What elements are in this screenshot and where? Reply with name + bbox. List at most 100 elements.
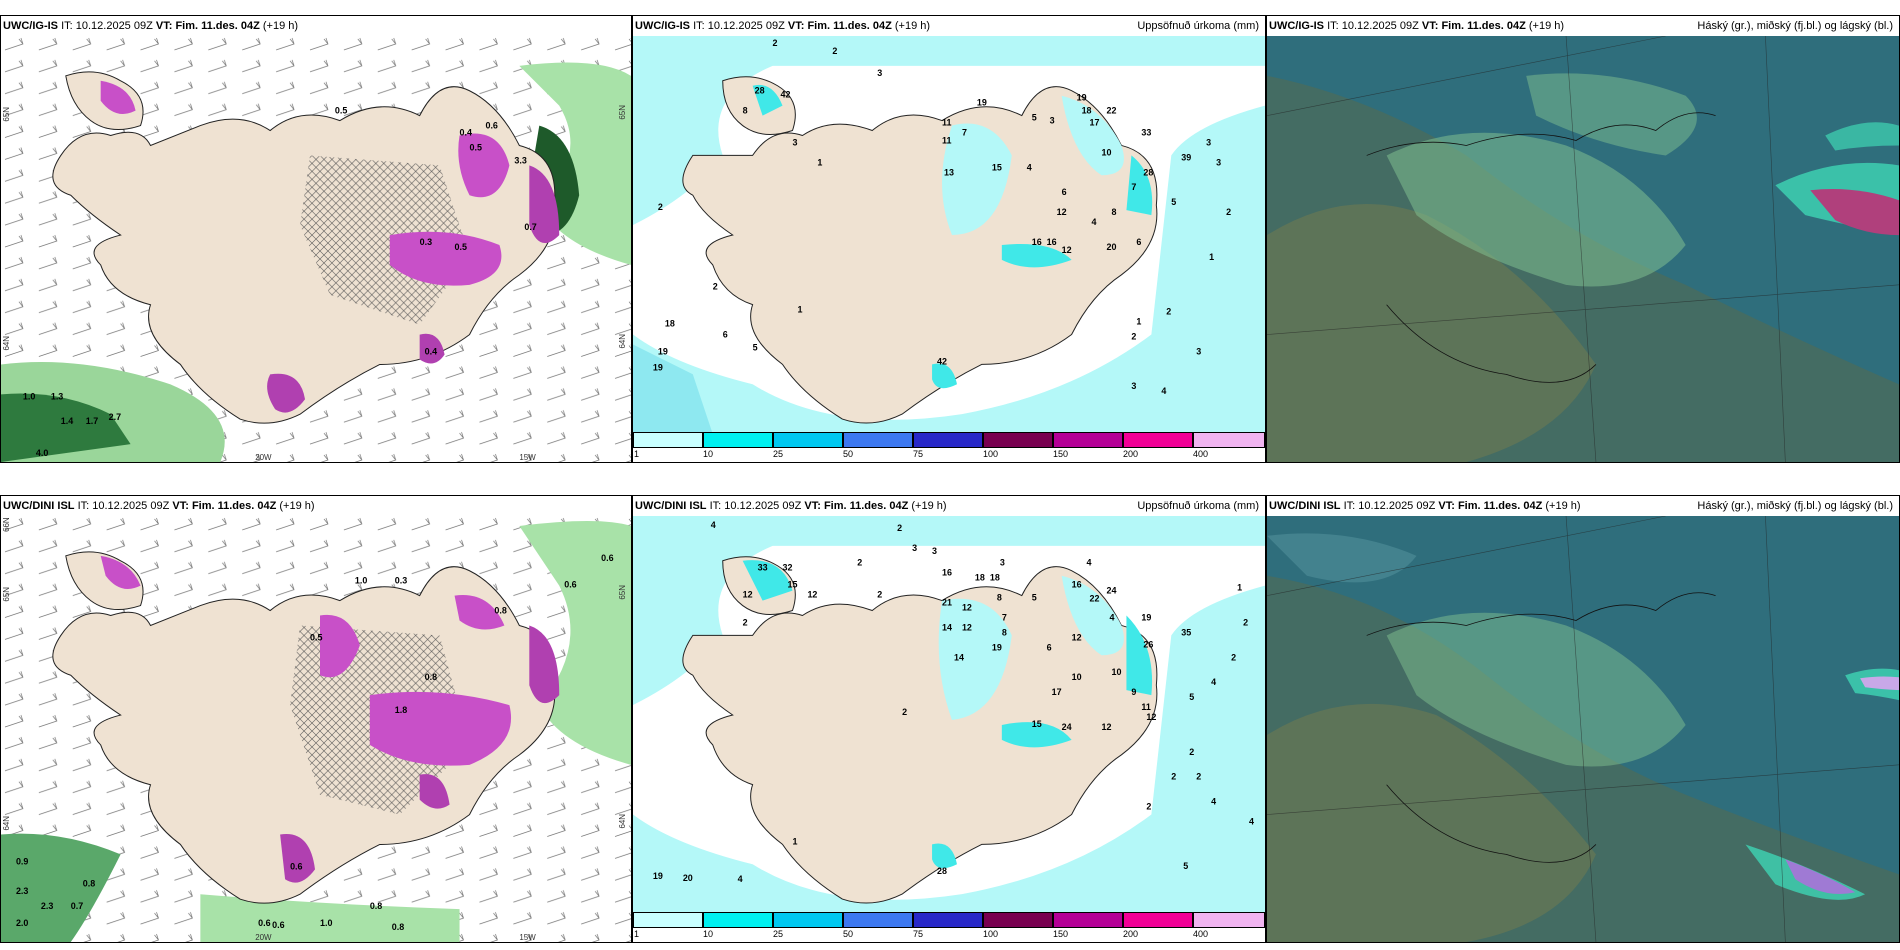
wind-value-label: 0.9: [16, 856, 28, 866]
vt-value: Fim. 11.des. 04Z: [175, 20, 260, 32]
precip-label: 18: [665, 319, 675, 329]
wind-value-label: 2.7: [109, 412, 121, 422]
wind-value-label: 0.5: [470, 142, 482, 152]
precip-label: 12: [962, 603, 972, 613]
model-name: UWC/DINI ISL: [3, 500, 75, 512]
wind-value-label: 0.6: [564, 580, 576, 590]
precip-map-svg: 2 2 3 28 42 8 3 1 11 7 11 19 5 3 19 18 1…: [633, 36, 1265, 434]
precip-label: 6: [1047, 642, 1052, 652]
model-name: UWC/IG-IS: [1269, 20, 1324, 32]
cloud-title: Háský (gr.), miðský (fj.bl.) og lágský (…: [1697, 20, 1893, 32]
vt-value: Fim. 11.des. 04Z: [191, 500, 277, 512]
precip-label: 7: [962, 128, 967, 138]
precip-label: 20: [1107, 242, 1117, 252]
precip-label: 42: [937, 356, 947, 366]
axis-label: 20W: [255, 933, 272, 942]
precip-label: 4: [1027, 162, 1032, 172]
axis-label: 65N: [618, 585, 627, 600]
wind-value-label: 0.8: [370, 901, 382, 911]
it-label: IT:: [709, 500, 722, 512]
colorbar-swatch: [1053, 432, 1123, 448]
precip-label: 3: [792, 137, 797, 147]
precip-label: 8: [1002, 627, 1007, 637]
colorbar-swatch: [633, 912, 703, 928]
precip-label: 16: [1072, 580, 1082, 590]
precip-label: 28: [755, 86, 765, 96]
precip-label: 2: [897, 523, 902, 533]
precip-label: 20: [683, 873, 693, 883]
precip-label: 12: [1062, 245, 1072, 255]
it-label: IT:: [1343, 500, 1356, 512]
colorbar-tick: 25: [773, 929, 784, 939]
precip-label: 2: [1243, 617, 1248, 627]
wind-value-label: 0.4: [425, 347, 437, 357]
vt-label: VT:: [1421, 20, 1439, 32]
wind-value-label: 1.0: [320, 918, 332, 928]
wind-value-label: 4.0: [36, 448, 48, 458]
precip-colorbar: 1 10 25 50 75 100 150 200 400: [633, 912, 1265, 942]
precip-label: 4: [1092, 217, 1097, 227]
precip-label: 10: [1102, 147, 1112, 157]
colorbar-swatch: [1123, 912, 1193, 928]
precip-label: 39: [1181, 152, 1191, 162]
precip-label: 8: [1111, 207, 1116, 217]
wind-value-label: 0.6: [258, 918, 270, 928]
precip-label: 19: [1141, 612, 1151, 622]
precip-label: 32: [783, 563, 793, 573]
colorbar-tick: 10: [703, 449, 714, 459]
wind-value-label: 0.7: [524, 222, 536, 232]
precip-label: 14: [954, 652, 964, 662]
precip-label: 10: [1072, 672, 1082, 682]
wind-value-label: 1.3: [51, 391, 63, 401]
precip-label: 3: [1131, 381, 1136, 391]
colorbar-tick: 400: [1193, 929, 1209, 939]
precip-label: 8: [997, 593, 1002, 603]
precip-label: 4: [1211, 677, 1216, 687]
wind-panel-dini: UWC/DINI ISL IT: 10.12.2025 09Z VT: Fim.…: [0, 495, 632, 943]
precip-label: 2: [743, 617, 748, 627]
precip-label: 14: [942, 622, 952, 632]
precip-label: 3: [912, 543, 917, 553]
colorbar-swatch: [843, 912, 913, 928]
colorbar-swatch: [913, 432, 983, 448]
precip-label: 15: [992, 162, 1002, 172]
precip-label: 17: [1090, 118, 1100, 128]
wind-value-label: 2.3: [16, 886, 28, 896]
axis-label: 15W: [519, 453, 536, 462]
it-value: 10.12.2025 09Z: [92, 500, 170, 512]
lead-time: (+19 h): [1545, 500, 1581, 512]
precip-label: 17: [1052, 687, 1062, 697]
precip-label: 3: [1206, 137, 1211, 147]
precip-label: 22: [1090, 594, 1100, 604]
precip-label: 22: [1107, 106, 1117, 116]
it-value: 10.12.2025 09Z: [1358, 500, 1436, 512]
precip-label: 12: [1146, 712, 1156, 722]
vt-label: VT:: [787, 20, 805, 32]
lead-time: (+19 h): [279, 500, 315, 512]
vt-label: VT:: [1438, 500, 1455, 512]
model-name: UWC/DINI ISL: [1269, 500, 1341, 512]
colorbar-tick: 150: [1053, 929, 1069, 939]
precip-label: 2: [773, 38, 778, 48]
it-label: IT:: [1327, 20, 1339, 32]
wind-panel-igis: UWC/IG-IS IT: 10.12.2025 09Z VT: Fim. 11…: [0, 15, 632, 463]
colorbar-swatch: [983, 432, 1053, 448]
precip-label: 21: [942, 598, 952, 608]
precip-label: 19: [977, 98, 987, 108]
cloud-map: [1267, 36, 1899, 462]
colorbar-swatch: [1193, 912, 1265, 928]
colorbar-tick: 200: [1123, 929, 1139, 939]
wind-value-label: 1.4: [61, 416, 73, 426]
colorbar-swatch: [773, 432, 843, 448]
precip-label: 10: [1111, 667, 1121, 677]
precip-label: 7: [1131, 182, 1136, 192]
precip-label: 6: [1136, 237, 1141, 247]
precip-label: 6: [723, 329, 728, 339]
vt-value: Fim. 11.des. 04Z: [807, 20, 892, 32]
it-value: 10.12.2025 09Z: [724, 500, 802, 512]
it-label: IT:: [61, 20, 73, 32]
panel-header: UWC/IG-IS IT: 10.12.2025 09Z VT: Fim. 11…: [1, 16, 631, 36]
wind-value-label: 3.3: [514, 155, 526, 165]
precip-label: 28: [1143, 167, 1153, 177]
colorbar-tick: 400: [1193, 449, 1209, 459]
